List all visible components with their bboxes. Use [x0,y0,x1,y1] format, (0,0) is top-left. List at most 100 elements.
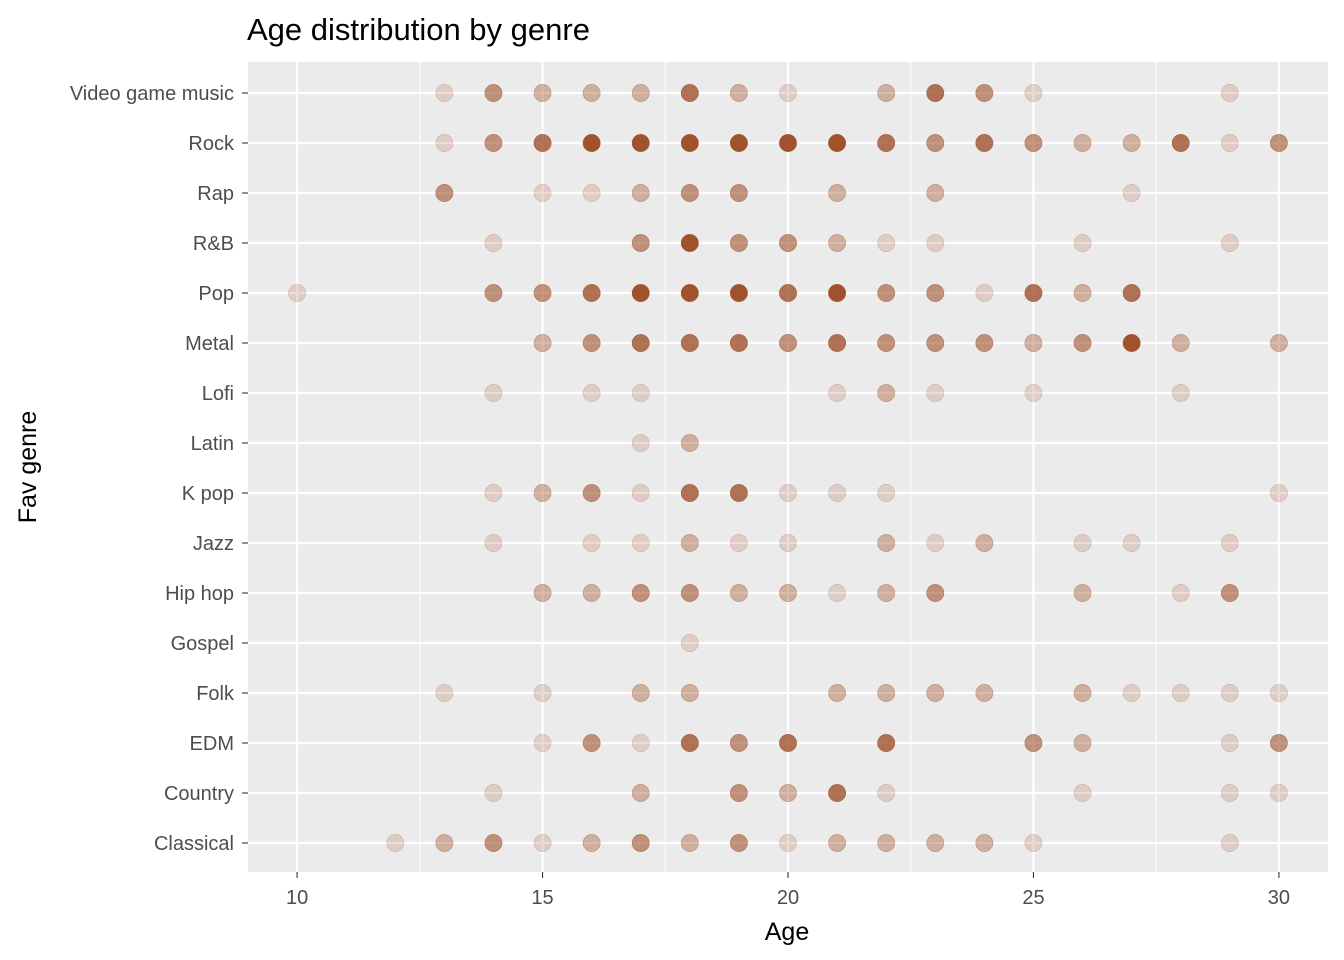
data-point [975,534,994,552]
data-point [730,784,748,802]
data-point [484,834,503,852]
data-point [631,334,650,352]
data-point [926,684,945,702]
data-point [779,334,797,352]
data-point [975,84,994,102]
data-point [1220,684,1239,702]
data-point [435,84,454,102]
data-point [1171,684,1190,702]
data-point [828,834,846,852]
data-point [533,334,552,352]
data-point [779,284,797,302]
chart-title: Age distribution by genre [247,12,590,47]
data-point [680,584,699,602]
data-point [1122,334,1141,352]
data-point [533,734,552,752]
data-point [1073,684,1092,702]
data-point [1220,584,1239,602]
data-point [680,184,699,202]
y-tick-label: Folk [196,683,235,705]
data-point [1122,534,1141,552]
data-point [680,134,699,152]
data-point [1122,684,1141,702]
data-point [1171,334,1190,352]
data-point [533,684,552,702]
data-point [582,734,601,752]
data-point [877,534,896,552]
data-point [1171,384,1190,402]
data-point [926,284,945,302]
data-point [779,834,797,852]
data-point [680,734,699,752]
data-point [926,84,945,102]
data-point [877,484,896,502]
data-point [533,284,552,302]
data-point [1073,534,1092,552]
data-point [533,134,552,152]
data-point [1220,134,1239,152]
data-point [828,234,846,252]
data-point [631,734,650,752]
minor-gridlines [419,62,1157,872]
data-point [926,234,945,252]
data-point [1024,284,1043,302]
data-point [631,184,650,202]
y-tick-label: K pop [182,483,234,505]
data-point [1220,834,1239,852]
data-point [975,284,994,302]
data-point [1220,534,1239,552]
data-point [877,284,896,302]
data-point [1024,834,1043,852]
data-point [435,684,454,702]
data-point [1270,684,1288,702]
data-point [680,234,699,252]
data-point [631,284,650,302]
data-point [631,684,650,702]
y-tick-label: R&B [193,233,234,255]
y-tick-label: Country [164,783,234,805]
y-axis-title: Fav genre [14,411,42,524]
data-point [1270,334,1288,352]
data-point [484,384,503,402]
data-point [680,434,699,452]
data-point [582,384,601,402]
data-point [1171,134,1190,152]
data-point [1073,734,1092,752]
data-point [631,84,650,102]
data-point [730,584,748,602]
data-point [1122,134,1141,152]
data-point [680,484,699,502]
data-point [1270,734,1288,752]
data-point [730,534,748,552]
data-point [926,584,945,602]
data-point [1073,784,1092,802]
data-point [779,584,797,602]
x-tick-label: 20 [777,887,799,909]
data-point [730,234,748,252]
data-point [1073,234,1092,252]
data-point [631,384,650,402]
data-point [631,434,650,452]
data-point [730,734,748,752]
data-point [533,184,552,202]
y-tick-label: Rock [188,133,235,155]
data-point [1024,734,1043,752]
data-point [730,184,748,202]
data-point [631,584,650,602]
data-point [828,584,846,602]
data-point [877,234,896,252]
y-tick-label: Rap [197,183,234,205]
data-point [828,284,846,302]
x-tick-label: 10 [286,887,308,909]
data-point [484,284,503,302]
data-point [926,834,945,852]
data-point [828,484,846,502]
data-point [926,384,945,402]
y-tick-label: Latin [191,433,234,455]
data-point [680,334,699,352]
data-point [828,134,846,152]
y-tick-label: Lofi [202,383,234,405]
data-point [533,484,552,502]
data-point [1220,84,1239,102]
data-point [975,134,994,152]
